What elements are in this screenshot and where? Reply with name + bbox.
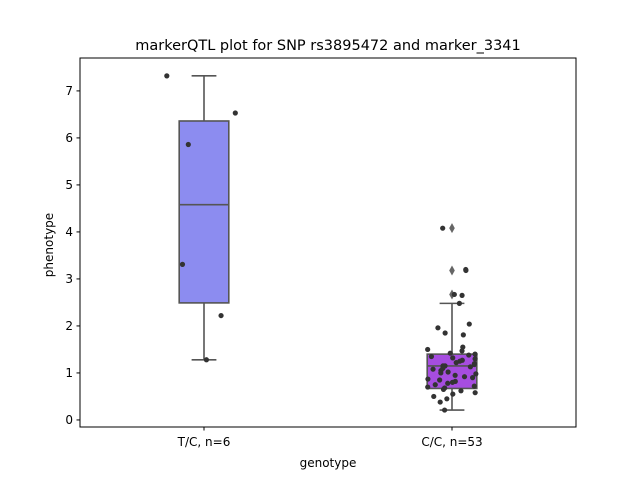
data-point [472,390,478,396]
data-point [459,292,465,298]
data-point [466,352,472,358]
data-point [425,346,431,353]
y-tick-label: 7 [65,84,73,98]
data-point [203,357,210,363]
points-group [425,225,479,413]
data-point [451,291,457,298]
y-tick-label: 1 [65,366,73,380]
y-tick-label: 5 [65,178,73,192]
data-point [467,364,473,370]
box-group [426,223,478,411]
data-point [179,261,186,267]
y-tick-label: 0 [65,413,73,427]
data-point [450,391,456,397]
data-point [472,356,478,362]
data-point [473,371,479,377]
data-point [442,407,448,413]
data-point [438,370,444,376]
data-point [449,379,456,385]
chart-marks [164,73,479,413]
data-point [453,360,459,366]
y-tick-label: 2 [65,319,73,333]
data-point [437,377,443,383]
y-axis: 0 1 2 3 4 5 6 7 [65,84,80,427]
x-axis: T/C, n=6 C/C, n=53 [177,427,483,449]
data-point [440,225,446,231]
y-axis-title: phenotype [42,213,56,277]
data-point [218,312,224,319]
data-point [432,382,438,388]
data-point [458,388,464,394]
data-point [471,361,477,368]
chart-title: markerQTL plot for SNP rs3895472 and mar… [135,38,521,54]
x-axis-title: genotype [300,456,357,470]
data-point [460,332,466,338]
plot-area-frame [79,57,577,428]
outlier-marker [449,223,455,234]
data-point [440,386,447,392]
data-point [445,380,451,386]
data-point [463,267,469,274]
data-point [447,350,453,356]
data-point [452,372,458,378]
data-point [442,330,448,336]
outlier-marker [449,265,455,276]
data-point [232,110,238,116]
y-tick-label: 4 [65,225,73,239]
box-body [178,120,230,304]
x-tick-label: T/C, n=6 [177,435,231,449]
data-point [431,393,437,400]
data-point [472,351,478,357]
data-point [425,376,431,382]
data-point [471,383,477,389]
points-group [164,73,238,363]
data-point [444,396,450,402]
y-tick-label: 3 [65,272,73,286]
data-point [435,325,441,331]
data-point [430,366,436,372]
data-point [470,375,476,381]
data-point [164,73,170,79]
data-point [445,369,451,375]
data-point [437,399,443,405]
data-point [459,348,465,354]
y-tick-label: 6 [65,131,73,145]
data-point [425,384,431,390]
data-point [466,321,472,327]
box-group [178,75,230,361]
x-tick-label: C/C, n=53 [421,435,482,449]
data-point [428,353,435,360]
data-point [450,355,456,361]
data-point [185,141,191,148]
data-point [461,374,468,380]
data-point [456,300,463,306]
